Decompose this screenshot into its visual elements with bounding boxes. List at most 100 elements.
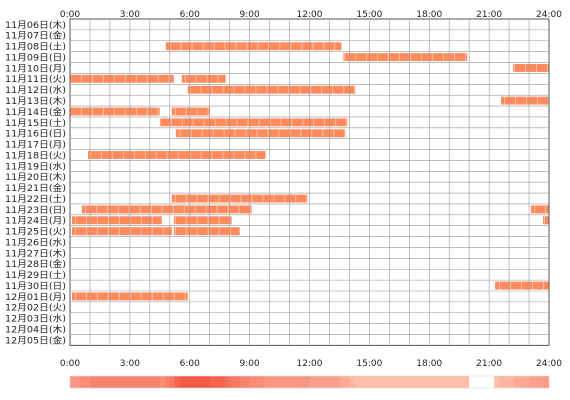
activity-bar-texture <box>262 194 264 203</box>
date-label: 12月04日(木) <box>5 323 66 335</box>
date-label: 11月20日(木) <box>5 171 66 183</box>
activity-bar-texture <box>80 74 82 83</box>
summary-strip-cell <box>94 376 101 388</box>
activity-bar-texture <box>179 129 181 138</box>
activity-bar-texture <box>211 85 213 94</box>
activity-bar <box>171 107 210 116</box>
activity-bar-texture <box>534 205 535 214</box>
date-label: 11月22日(土) <box>5 193 66 205</box>
top-tick-label: 3:00 <box>120 10 140 20</box>
summary-strip-cell <box>509 376 515 388</box>
activity-bar <box>181 74 226 83</box>
activity-bar-texture <box>269 118 271 127</box>
activity-bar <box>81 205 252 214</box>
activity-bar-texture <box>312 42 314 51</box>
activity-bar-texture <box>537 96 538 105</box>
summary-strip-cell <box>79 376 86 388</box>
activity-bar-texture <box>212 129 214 138</box>
summary-strip-cell <box>129 376 136 388</box>
activity-bar-texture <box>223 129 225 138</box>
activity-bar-texture <box>91 74 93 83</box>
activity-bar <box>175 129 346 138</box>
date-label: 11月13日(木) <box>5 95 66 107</box>
activity-bar-texture <box>257 42 259 51</box>
activity-bar-texture <box>196 107 198 116</box>
activity-bar-texture <box>113 74 115 83</box>
summary-strip-cell <box>109 376 116 388</box>
bottom-tick-label: 24:00 <box>536 359 562 369</box>
activity-bar-texture <box>344 53 346 62</box>
summary-strip-cell <box>399 376 405 388</box>
summary-strip-cell <box>229 376 235 388</box>
activity-bar-texture <box>247 118 249 127</box>
activity-bar-texture <box>146 107 148 116</box>
activity-bar <box>165 42 342 51</box>
activity-bar-texture <box>245 129 247 138</box>
activity-bar-texture <box>244 85 246 94</box>
date-label: 11月10日(月) <box>5 63 66 74</box>
activity-bar <box>71 216 162 225</box>
summary-strip-cell <box>514 376 520 388</box>
activity-bar-texture <box>399 53 401 62</box>
summary-strip-cell <box>189 376 196 388</box>
activity-bar-texture <box>107 227 109 236</box>
activity-bar-texture <box>268 42 270 51</box>
activity-bar-texture <box>135 107 137 116</box>
activity-bar-texture <box>169 42 171 51</box>
date-label: 11月15日(土) <box>5 117 66 129</box>
summary-strip-cell <box>529 376 535 388</box>
summary-strip-cell <box>359 376 365 388</box>
activity-bar-texture <box>310 85 312 94</box>
activity-bar-texture <box>172 205 174 214</box>
activity-bar-texture <box>200 85 202 94</box>
activity-bar-texture <box>246 42 248 51</box>
date-label: 12月05日(金) <box>5 334 66 346</box>
date-label: 11月26日(水) <box>5 236 66 248</box>
activity-bar-texture <box>207 107 209 116</box>
activity-bar <box>159 118 348 127</box>
activity-bar-texture <box>181 118 183 127</box>
activity-bar-texture <box>106 205 108 214</box>
activity-bar-texture <box>196 227 198 236</box>
date-label: 11月27日(木) <box>5 247 66 259</box>
summary-strip-cell <box>124 376 131 388</box>
date-label: 11月28日(金) <box>5 258 66 270</box>
bottom-axis-tick-labels: 0:00 3:00 6:00 9:00 12:00 15:00 18:00 21:00 24:0… <box>60 359 562 369</box>
summary-strip-cell <box>269 376 275 388</box>
summary-strip-cell <box>479 376 485 388</box>
activity-bar <box>187 85 356 94</box>
activity-bar-texture <box>311 129 313 138</box>
activity-bar-texture <box>240 194 242 203</box>
bottom-tick-label: 0:00 <box>60 359 80 369</box>
activity-bar <box>70 107 160 116</box>
summary-strip-cell <box>524 376 530 388</box>
activity-bar-texture <box>144 151 146 159</box>
activity-bar-texture <box>128 205 130 214</box>
activity-bar-texture <box>289 129 291 138</box>
date-label: 11月23日(日) <box>5 205 66 216</box>
activity-bar-texture <box>174 227 176 236</box>
summary-strip-cell <box>339 376 345 388</box>
activity-bar-texture <box>151 227 153 236</box>
activity-bar-texture <box>100 151 102 159</box>
activity-bar <box>531 205 549 214</box>
summary-strip-cell <box>334 376 340 388</box>
top-tick-label: 12:00 <box>297 10 323 20</box>
activity-bar-texture <box>334 42 336 51</box>
summary-strip-cell <box>394 376 400 388</box>
bottom-tick-label: 21:00 <box>476 359 502 369</box>
activity-bar-texture <box>184 292 186 301</box>
date-label: 11月25日(火) <box>5 227 66 238</box>
activity-bar-texture <box>321 85 323 94</box>
activity-bar-texture <box>299 85 301 94</box>
activity-bar-texture <box>207 216 209 225</box>
activity-bar-texture <box>139 205 141 214</box>
activity-bar-texture <box>324 118 326 127</box>
activity-bar <box>495 281 549 290</box>
activity-bar-texture <box>194 205 196 214</box>
activity-bar-texture <box>227 205 229 214</box>
activity-bar-texture <box>504 96 505 105</box>
top-tick-label: 24:00 <box>536 10 562 20</box>
summary-strip-cell <box>354 376 360 388</box>
